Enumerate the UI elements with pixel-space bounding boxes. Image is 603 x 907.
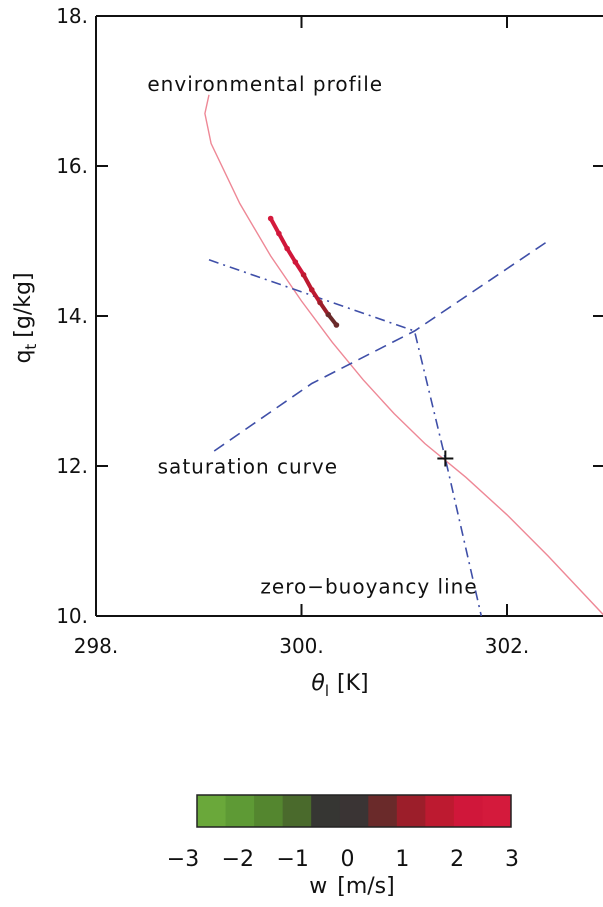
scatter-segment [285,246,298,264]
scatter-segment [268,216,281,236]
axis-ticks: 10. 12. 14. 16. 18. 298. 300. 302. [56,4,603,658]
scatter-segment [293,260,306,277]
scatter-segment [317,300,331,317]
y-axis-label-symbol: q [11,350,36,364]
x-axis-label-symbol: θ [311,671,325,696]
annotation-label: saturation curve [158,455,338,479]
colorbar-tick-label: −2 [222,847,254,872]
scatter-segment [276,231,290,251]
annotation-label: environmental profile [147,72,383,96]
y-axis-label: qt [g/kg] [11,272,40,363]
colorbar-cell [339,795,369,827]
colorbar-cell [482,795,512,827]
zero-buoyancy-line [208,259,483,617]
colorbar-cell [254,795,284,827]
colorbar-frame [196,794,512,828]
y-axis-label-unit: [g/kg] [11,272,36,337]
colorbar-tick-label: −1 [276,847,308,872]
colorbar-cell [282,795,312,827]
colorbar-label-symbol: w [309,874,327,899]
scatter-segment [309,287,322,305]
x-axis-label: θl [K] [311,671,368,700]
colorbar-tick-label: 1 [395,847,409,872]
y-tick-label: 12. [56,454,88,478]
x-tick-label: 302. [485,634,530,658]
colorbar-label-unit: [m/s] [337,874,394,899]
colorbar-cells [197,795,512,827]
scatter-segment [301,272,314,292]
y-axis-label-subscript: t [22,344,40,350]
colorbar-cell [225,795,255,827]
scatter-segment [326,312,339,327]
x-tick-label: 298. [74,634,119,658]
colorbar-tick-label: 3 [505,847,519,872]
y-tick-label: 14. [56,304,88,328]
colorbar-label: w [m/s] [309,874,394,899]
y-tick-label: 16. [56,154,88,178]
y-tick-label: 18. [56,4,88,28]
colorbar-tick-label: 0 [341,847,355,872]
colorbar: −3 −2 −1 0 1 2 3 w [m/s] [167,794,519,899]
x-tick-label: 300. [279,634,324,658]
annotation-label: zero−buoyancy line [260,575,477,599]
colorbar-cell [425,795,455,827]
plot-area: 10. 12. 14. 16. 18. 298. 300. 302. environmenta… [56,4,603,658]
colorbar-cell [311,795,341,827]
intersection-marker [437,450,454,467]
colorbar-tick-label: 2 [450,847,464,872]
colorbar-tick-label: −3 [167,847,199,872]
series-layer [204,94,603,617]
colorbar-cell [396,795,426,827]
colorbar-cell [368,795,398,827]
environmental-profile-line [204,94,603,616]
x-axis-label-subscript: l [325,682,329,700]
colorbar-cell [453,795,483,827]
colorbar-tick-labels: −3 −2 −1 0 1 2 3 [167,847,519,872]
annotations: environmental profile saturation curve zer… [147,72,477,599]
y-tick-label: 10. [56,604,88,628]
saturation-curve-line [213,240,549,452]
colorbar-cell [197,795,227,827]
x-axis-label-unit: [K] [337,671,369,696]
